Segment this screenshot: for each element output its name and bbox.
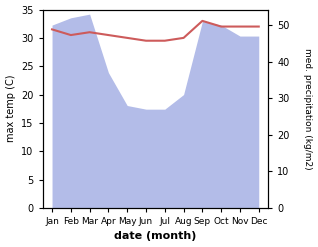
Y-axis label: max temp (C): max temp (C) <box>5 75 16 143</box>
X-axis label: date (month): date (month) <box>114 231 197 242</box>
Y-axis label: med. precipitation (kg/m2): med. precipitation (kg/m2) <box>303 48 313 169</box>
